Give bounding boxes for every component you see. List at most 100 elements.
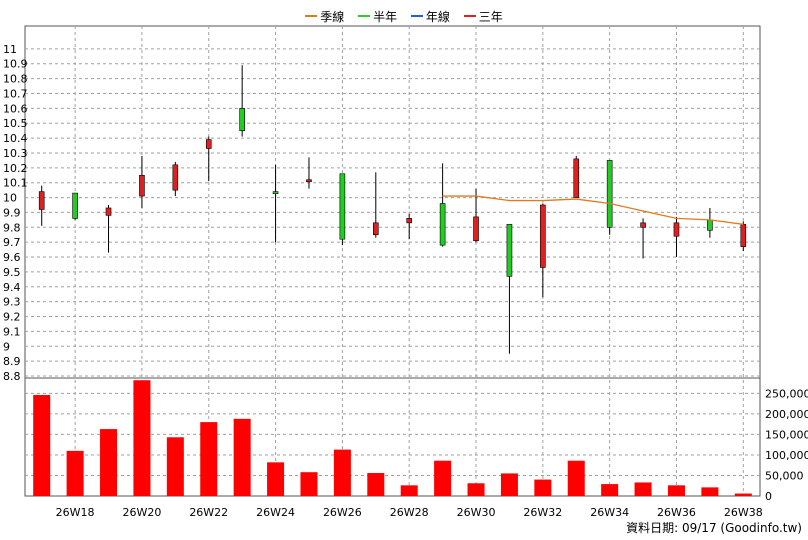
price-tick-label: 9.9 <box>3 206 21 219</box>
x-tick-label: 26W28 <box>390 506 429 519</box>
legend-label-three-year: 三年 <box>478 9 503 24</box>
price-tick-label: 10.6 <box>3 102 28 115</box>
volume-bar <box>500 473 518 496</box>
price-tick-label: 10.5 <box>3 117 28 130</box>
price-tick-label: 9 <box>3 340 10 353</box>
x-tick-label: 26W36 <box>657 506 696 519</box>
volume-bar <box>634 482 652 496</box>
chart-legend: 季線 半年 年線 三年 <box>0 6 808 25</box>
price-tick-label: 10.2 <box>3 162 28 175</box>
volume-bar <box>267 462 285 496</box>
price-tick-label: 9.7 <box>3 236 21 249</box>
candle-body <box>239 108 245 131</box>
volume-bar <box>534 479 552 496</box>
x-tick-label: 26W34 <box>590 506 629 519</box>
volume-bar <box>300 472 318 496</box>
data-date-footer: 資料日期: 09/17 (Goodinfo.tw) <box>626 521 802 535</box>
volume-bar <box>333 449 351 496</box>
price-tick-label: 10.9 <box>3 58 28 71</box>
volume-bar <box>66 450 84 496</box>
candle-body <box>272 191 279 194</box>
price-tick-label: 9.6 <box>3 251 21 264</box>
x-tick-label: 26W32 <box>523 506 562 519</box>
candle-body <box>105 207 112 216</box>
price-tick-label: 10.3 <box>3 147 28 160</box>
price-tick-label: 9.1 <box>3 325 21 338</box>
legend-item-quarter: 季線 <box>305 8 344 25</box>
price-tick-label: 10.1 <box>3 177 28 190</box>
volume-bar <box>166 437 184 496</box>
legend-label-quarter: 季線 <box>320 9 345 24</box>
volume-tick-label: 150,000 <box>765 428 808 441</box>
volume-bar <box>400 485 418 496</box>
price-tick-label: 10.7 <box>3 87 28 100</box>
volume-bar <box>100 429 118 496</box>
candle-body <box>573 158 580 198</box>
price-tick-label: 11 <box>3 43 17 56</box>
price-tick-label: 10 <box>3 192 17 205</box>
candle-body <box>439 203 446 246</box>
price-tick-label: 9.8 <box>3 221 21 234</box>
legend-item-year: 年線 <box>410 8 450 25</box>
volume-bar <box>133 380 151 496</box>
volume-bar <box>734 493 752 496</box>
price-tick-label: 9.5 <box>3 266 21 279</box>
x-tick-label: 26W26 <box>323 506 362 519</box>
candle-body <box>306 179 312 183</box>
volume-bar <box>434 460 452 496</box>
candle-body <box>172 164 179 191</box>
price-tick-label: 8.9 <box>3 355 21 368</box>
candle-body <box>673 222 680 237</box>
x-tick-label: 26W38 <box>724 506 763 519</box>
price-tick-label: 9.2 <box>3 311 21 324</box>
price-tick-label: 10.4 <box>3 132 28 145</box>
candle-body <box>740 224 747 247</box>
candle-body <box>72 192 78 219</box>
legend-label-half-year: 半年 <box>373 9 398 24</box>
candle-body <box>640 222 646 228</box>
volume-tick-label: 250,000 <box>765 387 808 400</box>
volume-tick-label: 200,000 <box>765 408 808 421</box>
legend-swatch-year <box>410 15 423 17</box>
volume-bar <box>467 483 485 496</box>
legend-swatch-three-year <box>463 15 476 17</box>
candle-body <box>606 160 613 228</box>
volume-bar <box>701 487 719 496</box>
x-tick-label: 26W30 <box>457 506 496 519</box>
volume-bar <box>367 473 385 496</box>
price-tick-label: 10.8 <box>3 73 28 86</box>
price-tick-label: 9.4 <box>3 281 21 294</box>
candle-body <box>540 204 546 268</box>
legend-item-three-year: 三年 <box>463 8 503 25</box>
legend-label-year: 年線 <box>425 9 450 24</box>
legend-swatch-quarter <box>305 15 318 17</box>
candle-body <box>139 174 145 197</box>
volume-tick-label: 50,000 <box>765 469 804 482</box>
volume-tick-label: 100,000 <box>765 449 808 462</box>
candle-body <box>473 216 479 241</box>
candle-body <box>372 222 379 236</box>
x-tick-label: 26W24 <box>256 506 295 519</box>
volume-bar <box>601 484 619 496</box>
legend-item-half-year: 半年 <box>358 8 397 25</box>
volume-bar <box>667 485 685 496</box>
price-tick-label: 9.3 <box>3 296 21 309</box>
candle-body <box>506 224 513 277</box>
price-tick-label: 8.8 <box>3 370 21 383</box>
volume-bar <box>200 422 218 496</box>
candle-body <box>707 219 713 231</box>
volume-bar <box>33 395 51 496</box>
candle-body <box>406 218 413 224</box>
x-tick-label: 26W18 <box>56 506 95 519</box>
legend-swatch-half-year <box>358 15 371 17</box>
volume-tick-label: 0 <box>765 490 772 503</box>
candle-body <box>339 173 346 240</box>
volume-bar <box>567 460 585 496</box>
ma-quarter-line <box>442 195 744 225</box>
candle-body <box>38 191 45 210</box>
x-tick-label: 26W22 <box>189 506 228 519</box>
candle-body <box>205 139 212 149</box>
volume-bar <box>233 418 251 496</box>
x-tick-label: 26W20 <box>122 506 161 519</box>
